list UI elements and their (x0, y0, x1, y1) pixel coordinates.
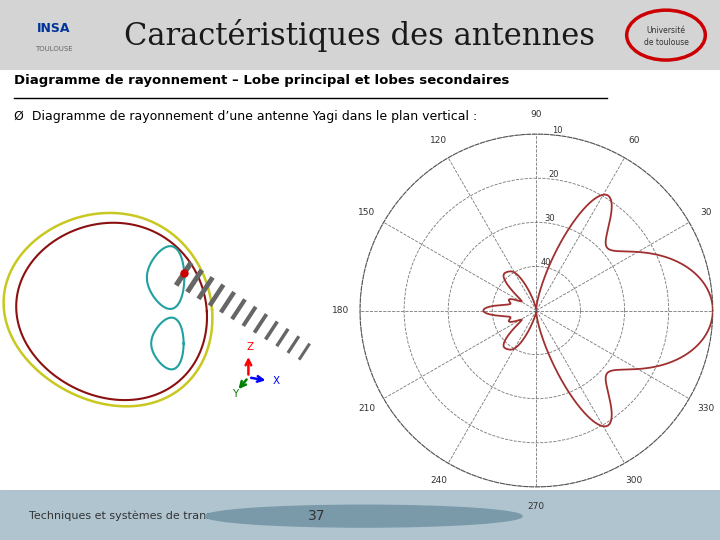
Text: TOULOUSE: TOULOUSE (35, 46, 73, 52)
Text: 37: 37 (308, 509, 325, 523)
Circle shape (205, 505, 522, 527)
Text: Y: Y (232, 389, 238, 399)
Text: Ø  Diagramme de rayonnement d’une antenne Yagi dans le plan vertical :: Ø Diagramme de rayonnement d’une antenne… (14, 110, 477, 124)
Text: INSA: INSA (37, 22, 71, 35)
Text: Caractéristiques des antennes: Caractéristiques des antennes (125, 18, 595, 52)
Text: Techniques et systèmes de transmission: Techniques et systèmes de transmission (29, 511, 254, 522)
Text: de toulouse: de toulouse (644, 38, 688, 47)
Text: Université: Université (647, 26, 685, 35)
Text: Z: Z (247, 342, 253, 352)
Text: X: X (273, 376, 280, 386)
Text: Diagramme de rayonnement – Lobe principal et lobes secondaires: Diagramme de rayonnement – Lobe principa… (14, 74, 510, 87)
